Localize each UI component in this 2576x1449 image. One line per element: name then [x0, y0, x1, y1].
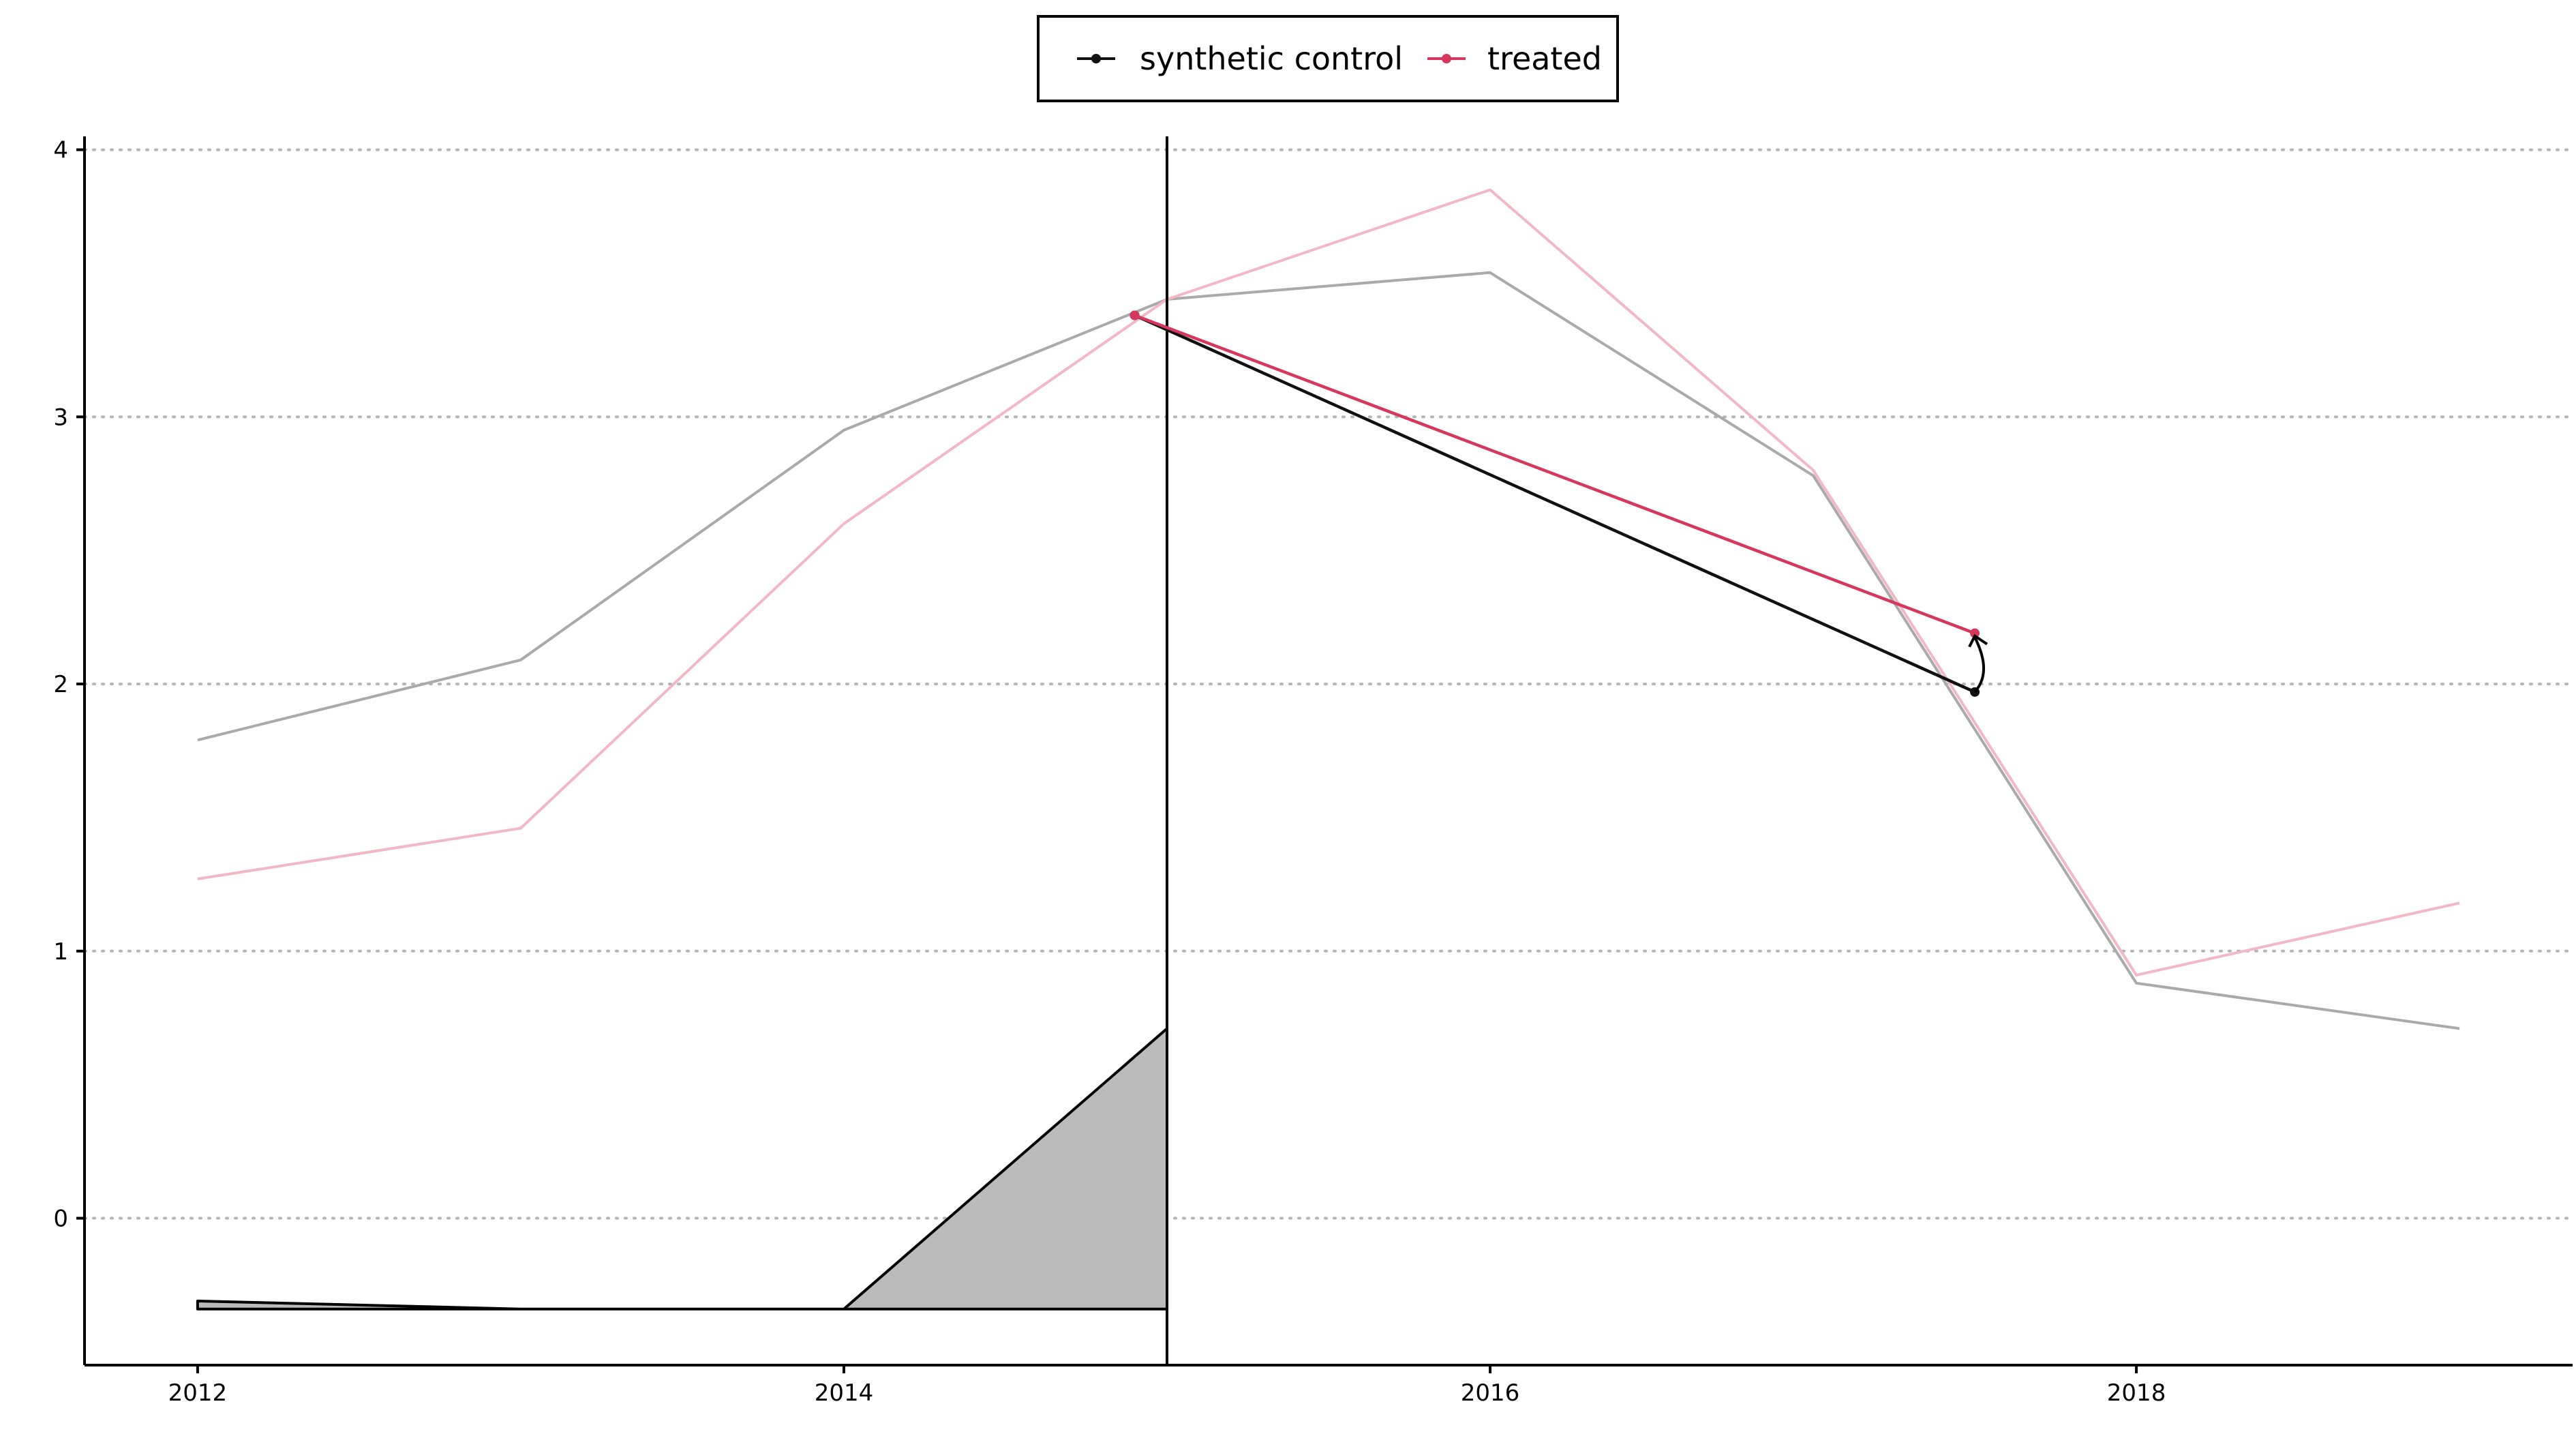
- background-line-1: [197, 188, 2460, 977]
- highlight-line-1: [1134, 314, 1975, 635]
- gap-arrow-head: [1968, 633, 1988, 648]
- highlight-series: [1130, 310, 1980, 697]
- legend-key-point-0: [1091, 54, 1101, 63]
- highlight-point-1-0: [1130, 310, 1140, 320]
- background-series: [197, 188, 2460, 1030]
- y-tick-label-4: 4: [53, 137, 68, 164]
- y-tick-label-3: 3: [53, 404, 68, 431]
- legend-key-point-1: [1442, 54, 1451, 63]
- gap-arrow: [1973, 636, 1986, 693]
- highlight-point-1-1: [1970, 628, 1980, 638]
- legend: synthetic control treated: [1037, 15, 1619, 102]
- gridlines: [83, 148, 2574, 1220]
- highlight-line-0: [1134, 314, 1975, 693]
- weight-area-polygon: [196, 1027, 1168, 1311]
- weight-area: [196, 1027, 1168, 1311]
- x-tick-label-2012: 2012: [168, 1379, 228, 1407]
- x-tick-label-2016: 2016: [1461, 1379, 1520, 1407]
- tick-labels: 0 1 2 3 4 2012 2014 2016 2018: [53, 137, 2166, 1407]
- background-line-0: [197, 271, 2460, 1030]
- x-tick-label-2018: 2018: [2107, 1379, 2166, 1407]
- y-tick-label-0: 0: [53, 1206, 68, 1233]
- gap-arrow-group: [1968, 633, 1988, 693]
- legend-label-1: treated: [1487, 40, 1602, 77]
- y-tick-label-2: 2: [53, 671, 68, 698]
- y-tick-label-1: 1: [53, 938, 68, 966]
- legend-label-0: synthetic control: [1140, 40, 1403, 77]
- x-tick-label-2014: 2014: [815, 1379, 874, 1407]
- axes: [83, 136, 2573, 1366]
- legend-box: [1037, 15, 1619, 102]
